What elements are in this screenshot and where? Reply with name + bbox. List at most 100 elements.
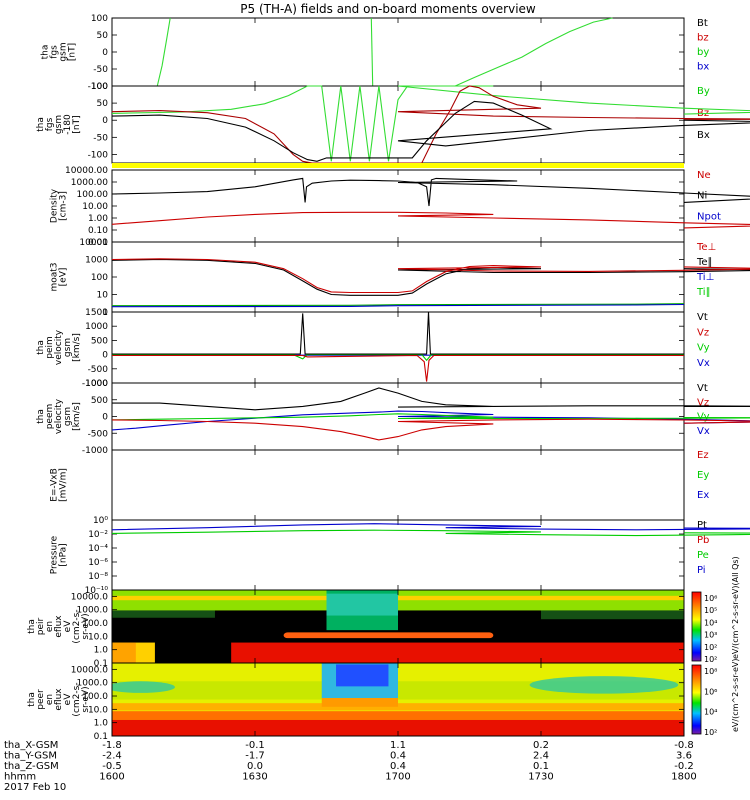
colorbar-tick-label: 10⁸	[704, 667, 717, 676]
y-axis-label: en	[45, 621, 55, 632]
y-tick-label: 500	[91, 396, 108, 406]
spectrogram-band	[112, 610, 215, 618]
colorbar-tick-label: 10⁴	[704, 708, 717, 717]
panel-1: 100 50 0 -50 -100 tha fgs gsm [nT] Bt bz by bx	[41, 14, 710, 92]
panel-frame	[111, 17, 685, 87]
series-te∥	[111, 258, 750, 296]
series-by	[112, 17, 171, 87]
y-tick-label: 0	[102, 413, 108, 423]
y-axis-label: eflux	[54, 615, 64, 638]
footer-label: hhmm	[4, 772, 36, 783]
y-tick-label: 50	[97, 31, 109, 41]
y-tick-label: 10⁻¹⁰	[85, 586, 109, 596]
y-axis-label: (cm2-s-	[72, 682, 82, 716]
footer-value: 1700	[385, 772, 410, 783]
colorbar-scale	[691, 664, 702, 735]
footer-value: 1630	[242, 772, 267, 783]
footer-value: -2.4	[102, 751, 122, 762]
y-axis-label: [nT]	[68, 43, 78, 61]
legend-ex: Ex	[697, 490, 709, 501]
y-axis-label: gsm	[63, 338, 73, 357]
y-axis-label: velocity	[54, 329, 64, 365]
y-axis-label: [eV]	[59, 268, 69, 287]
y-axis-label: [nT]	[72, 115, 82, 133]
legend-bz: bz	[697, 33, 709, 44]
y-tick-label: 1000.0	[77, 679, 109, 689]
spectrogram-band	[283, 632, 494, 639]
legend-bt: Bt	[697, 18, 708, 29]
y-tick-label: 1000	[85, 379, 108, 389]
y-tick-label: 100.0	[82, 692, 108, 702]
footer-value: -0.1	[245, 740, 265, 751]
y-axis-label: fgs	[50, 45, 60, 59]
spectrogram-band	[326, 593, 398, 616]
legend-vy: Vy	[697, 343, 710, 354]
y-axis-label: peem	[45, 404, 55, 430]
y-axis-label: peer	[36, 689, 46, 710]
y-axis-label: E=-VxB	[50, 468, 60, 502]
y-axis-label: eflux	[54, 688, 64, 711]
footer-value: 1.1	[390, 740, 406, 751]
legend-pi: Pi	[697, 565, 706, 576]
y-tick-label: 10000	[79, 238, 108, 248]
colorbar-tick-label: 10⁴	[704, 618, 717, 627]
y-tick-label: 10.00	[82, 202, 108, 212]
panel-9: 10⁶ 10⁵ 10⁴ 10³ 10² 10² eV/(cm^2-s-sr-eV)(All …	[27, 556, 740, 669]
footer-value: 3.6	[676, 751, 692, 762]
y-tick-label: -1000	[82, 446, 108, 456]
y-axis-label: eV	[63, 620, 73, 633]
panel-8: 10⁰ 10⁻² 10⁻⁴ 10⁻⁶ 10⁻⁸ 10⁻¹⁰ Pressure [nPa] Pt P…	[50, 516, 750, 596]
spectrogram-band	[112, 681, 175, 693]
colorbar-tick-label: 10³	[704, 631, 717, 640]
legend-vy: Vy	[697, 412, 710, 423]
y-tick-label: 50	[97, 99, 109, 109]
colorbar-scale	[691, 591, 702, 662]
footer-value: 0.4	[390, 761, 406, 772]
y-axis-label: [nPa]	[59, 543, 69, 566]
y-tick-label: 100	[91, 14, 108, 24]
spectrogram-band	[112, 711, 684, 720]
panel-5: 1500 1000 500 0 -500 -1000 tha peim velocity gsm[…	[36, 308, 710, 389]
legend-ne: Ne	[697, 170, 711, 181]
footer-value: 0.4	[390, 751, 406, 762]
panel-6: 1000 500 0 -500 -1000 tha peem velocity gsm [km/s…	[36, 379, 750, 456]
spectrogram-band	[541, 610, 684, 620]
footer-value: 1800	[671, 772, 696, 783]
legend-vx: Vx	[697, 358, 710, 369]
y-tick-label: 1.0	[94, 719, 109, 729]
y-tick-label: 500	[91, 336, 108, 346]
y-axis-label: [cm-3]	[59, 191, 69, 221]
legend-vz: Vz	[697, 397, 709, 408]
y-tick-label: -50	[93, 133, 108, 143]
panel-7: E=-VxB [mV/m] Ez Ey Ex	[50, 449, 709, 521]
legend-bx: bx	[697, 62, 709, 73]
y-tick-label: -100	[88, 82, 109, 92]
legend-by: By	[697, 86, 710, 97]
footer-label: 2017 Feb 10	[4, 782, 66, 793]
y-axis-label: tha	[36, 340, 46, 355]
y-tick-label: 10000.00	[65, 166, 108, 176]
y-tick-label: 1.00	[88, 214, 108, 224]
y-axis-label: tha	[36, 409, 46, 424]
y-axis-label: -180	[63, 114, 73, 135]
legend-vx: Vx	[697, 426, 710, 437]
y-axis-label: moat3	[50, 262, 60, 291]
spectrogram-band	[231, 642, 684, 663]
y-tick-label: 10⁻⁴	[88, 544, 108, 554]
spectrogram-ion	[112, 590, 684, 663]
series-vz	[111, 418, 750, 441]
spectrogram-band	[336, 664, 389, 687]
series-by	[454, 17, 613, 87]
footer-value: -1.7	[245, 751, 265, 762]
series-vy	[111, 413, 750, 421]
y-axis-label: eV	[63, 693, 73, 706]
y-tick-label: 1000	[85, 322, 108, 332]
footer-value: 0.0	[247, 761, 263, 772]
y-tick-label: 1500	[85, 308, 108, 318]
footer-value: 1600	[99, 772, 124, 783]
y-tick-label: 10⁰	[93, 516, 108, 526]
y-axis-label: gsm	[59, 42, 69, 61]
panel-frame	[111, 241, 685, 313]
legend-ez: Ez	[697, 450, 709, 461]
